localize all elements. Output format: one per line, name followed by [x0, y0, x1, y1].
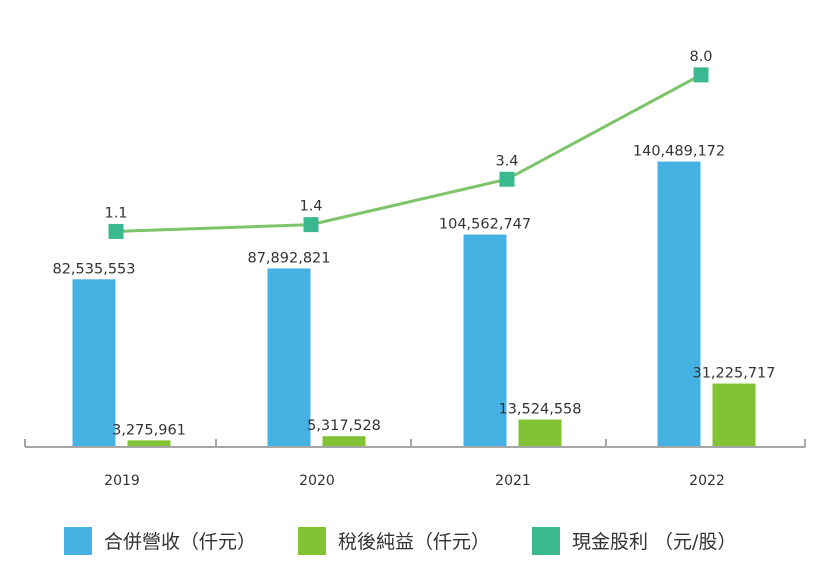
x-tick-label-2022: 2022: [689, 473, 725, 489]
bar-revenue-2019: [72, 279, 116, 447]
x-tick-label-2019: 2019: [104, 473, 140, 489]
data-label-net-income-2019: 3,275,961: [112, 422, 186, 438]
legend-swatch-2: [298, 527, 326, 555]
data-label-revenue-2022: 140,489,172: [633, 144, 725, 160]
data-label-dividend-2021: 3.4: [495, 153, 518, 169]
x-tick-label-2021: 2021: [495, 473, 531, 489]
x-tick-label-2020: 2020: [299, 473, 335, 489]
bar-revenue-2020: [267, 268, 311, 447]
legend-label-2: 稅後純益（仟元）: [338, 531, 490, 553]
dividend-marker-2019: [108, 223, 124, 239]
data-label-revenue-2020: 87,892,821: [247, 250, 330, 266]
legend-swatch-3: [532, 527, 560, 555]
dividend-marker-2021: [499, 171, 515, 187]
data-label-net-income-2021: 13,524,558: [498, 402, 581, 418]
data-label-net-income-2020: 5,317,528: [307, 418, 381, 434]
bar-net-income-2022: [712, 383, 756, 447]
data-label-revenue-2021: 104,562,747: [439, 217, 531, 233]
plot-area: 82,535,553 87,892,821 104,562,747 140,489,1…: [24, 49, 806, 489]
bar-net-income-2019: [127, 440, 171, 447]
data-label-net-income-2022: 31,225,717: [692, 366, 775, 382]
bar-net-income-2020: [322, 436, 366, 447]
legend-label-1: 合併營收（仟元）: [104, 531, 256, 553]
dividend-line: [115, 73, 702, 233]
bar-revenue-2021: [463, 234, 507, 447]
dividend-marker-2020: [303, 217, 319, 233]
legend: 合併營收（仟元） 稅後純益（仟元） 現金股利 （元/股）: [64, 527, 736, 555]
bar-revenue-2022: [657, 161, 701, 447]
data-label-dividend-2022: 8.0: [689, 49, 712, 65]
data-label-dividend-2020: 1.4: [299, 199, 322, 215]
data-label-dividend-2019: 1.1: [104, 205, 127, 221]
legend-swatch-1: [64, 527, 92, 555]
data-label-revenue-2019: 82,535,553: [52, 261, 135, 277]
bar-net-income-2021: [518, 419, 562, 447]
legend-label-3: 現金股利 （元/股）: [572, 531, 736, 553]
dividend-marker-2022: [693, 67, 709, 83]
